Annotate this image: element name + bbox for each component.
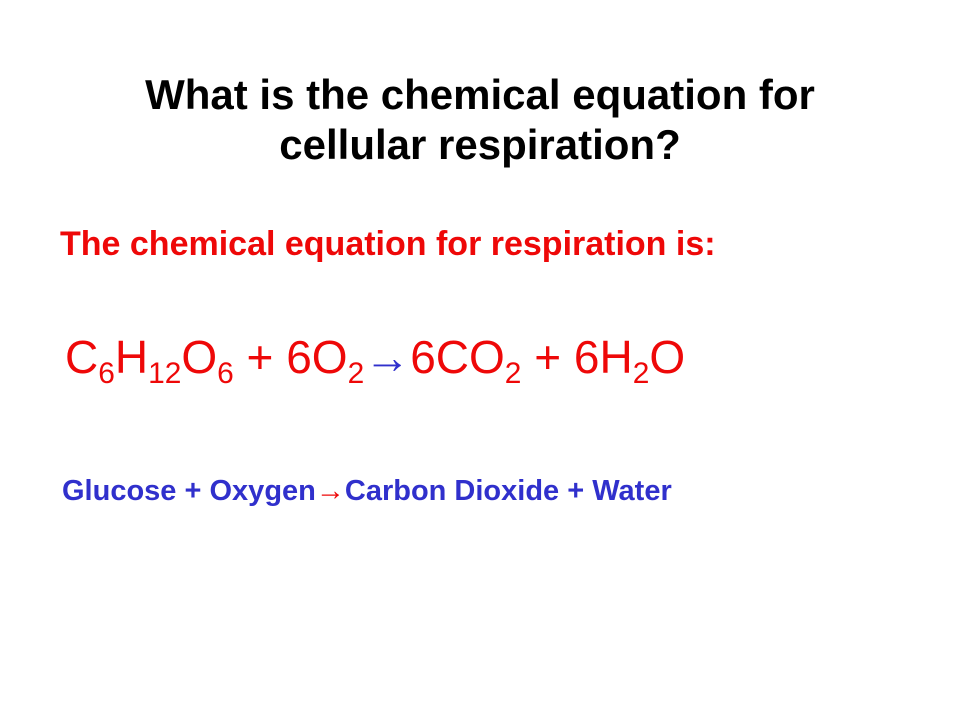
equation-arrow-icon: → xyxy=(364,330,410,384)
word-oxygen: Oxygen xyxy=(210,475,316,507)
word-water: Water xyxy=(592,475,672,507)
eq-plus-1: + xyxy=(234,331,286,383)
word-carbon-dioxide: Carbon Dioxide xyxy=(345,475,559,507)
word-arrow-icon: → xyxy=(316,475,345,508)
eq-CO2-O: O xyxy=(469,331,505,383)
title-line-2: cellular respiration? xyxy=(279,121,680,168)
title-line-1: What is the chemical equation for xyxy=(145,71,815,118)
eq-H2O-H: H xyxy=(599,331,632,383)
eq-sub-12: 12 xyxy=(148,357,181,390)
eq-plus-2: + xyxy=(521,331,573,383)
eq-H2O-sub: 2 xyxy=(633,357,650,390)
word-equation: Glucose + Oxygen → Carbon Dioxide + Wate… xyxy=(62,475,672,508)
answer-intro-label: The chemical equation for respiration is… xyxy=(60,225,716,263)
eq-C: C xyxy=(65,331,98,383)
word-plus-1: + xyxy=(176,475,209,507)
eq-sub-6a: 6 xyxy=(98,357,115,390)
chemical-equation: C6H12O6 + 6O2 → 6CO2 + 6H2O xyxy=(65,330,685,384)
eq-CO2-sub: 2 xyxy=(505,357,522,390)
eq-CO2-C: C xyxy=(436,331,469,383)
eq-coef-6H2O: 6 xyxy=(574,331,600,383)
eq-O: O xyxy=(181,331,217,383)
word-glucose: Glucose xyxy=(62,475,176,507)
word-plus-2: + xyxy=(559,475,592,507)
eq-sub-6b: 6 xyxy=(217,357,234,390)
product-water: 6H2O xyxy=(574,331,685,383)
slide: What is the chemical equation for cellul… xyxy=(0,0,960,720)
answer-intro-text: The chemical equation for respiration is… xyxy=(60,225,716,264)
eq-H: H xyxy=(115,331,148,383)
slide-title: What is the chemical equation for cellul… xyxy=(0,70,960,171)
eq-coef-6CO2: 6 xyxy=(410,331,436,383)
eq-coef-6O2: 6 xyxy=(286,331,312,383)
product-co2: 6CO2 xyxy=(410,331,521,383)
reactant-oxygen: 6O2 xyxy=(286,331,364,383)
reactant-glucose: C6H12O6 xyxy=(65,331,234,383)
eq-O2-sub: 2 xyxy=(348,357,365,390)
eq-O2-elem: O xyxy=(312,331,348,383)
eq-H2O-O: O xyxy=(649,331,685,383)
